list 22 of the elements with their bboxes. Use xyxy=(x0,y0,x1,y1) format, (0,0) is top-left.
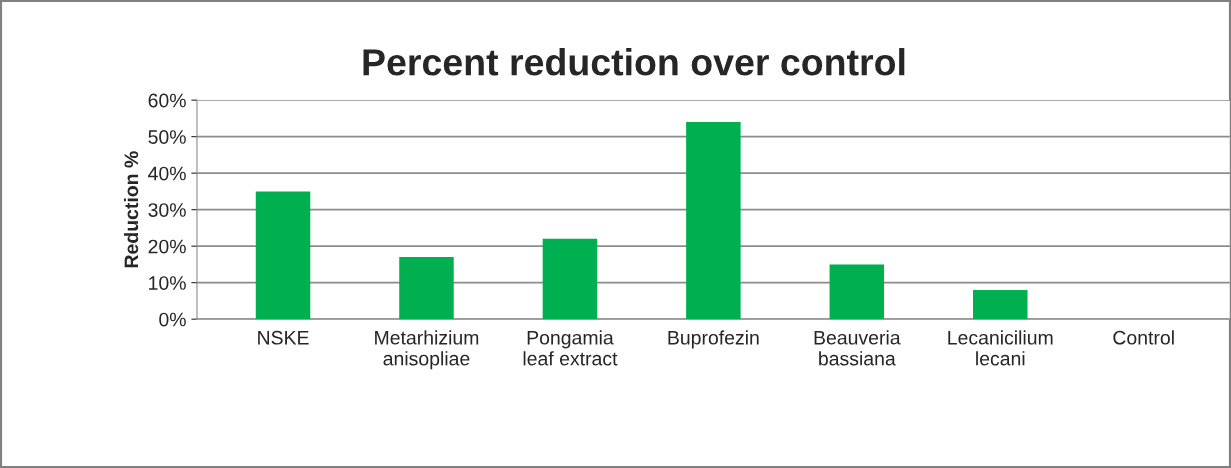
y-tick-label: 60% xyxy=(148,93,186,108)
bar xyxy=(255,191,311,320)
x-tick-label: Pongamia leaf extract xyxy=(523,330,618,366)
bar xyxy=(973,289,1028,320)
chart-title: Percent reduction over control xyxy=(363,48,905,76)
y-tick-label: 20% xyxy=(148,239,186,254)
y-tick-label: 0% xyxy=(159,312,186,327)
y-axis-title: Reduction % xyxy=(123,151,139,268)
bar xyxy=(829,264,885,320)
y-tick-label: 30% xyxy=(148,203,186,217)
x-tick-label: Beauveria bassiana xyxy=(814,330,901,366)
bar xyxy=(399,257,454,320)
x-tick-label: Lecanicilium lecani xyxy=(948,330,1053,366)
x-tick-label: Metarhizium anisopliae xyxy=(375,330,479,370)
x-tick-label: Control xyxy=(1113,330,1174,345)
y-tick-label: 40% xyxy=(148,166,186,181)
y-tick-label: 10% xyxy=(149,276,186,290)
x-tick-label: Buprofezin xyxy=(668,330,759,349)
bar xyxy=(542,238,598,320)
x-tick-label: NSKE xyxy=(258,330,309,345)
y-tick-label: 50% xyxy=(148,130,186,144)
bar xyxy=(686,122,741,320)
